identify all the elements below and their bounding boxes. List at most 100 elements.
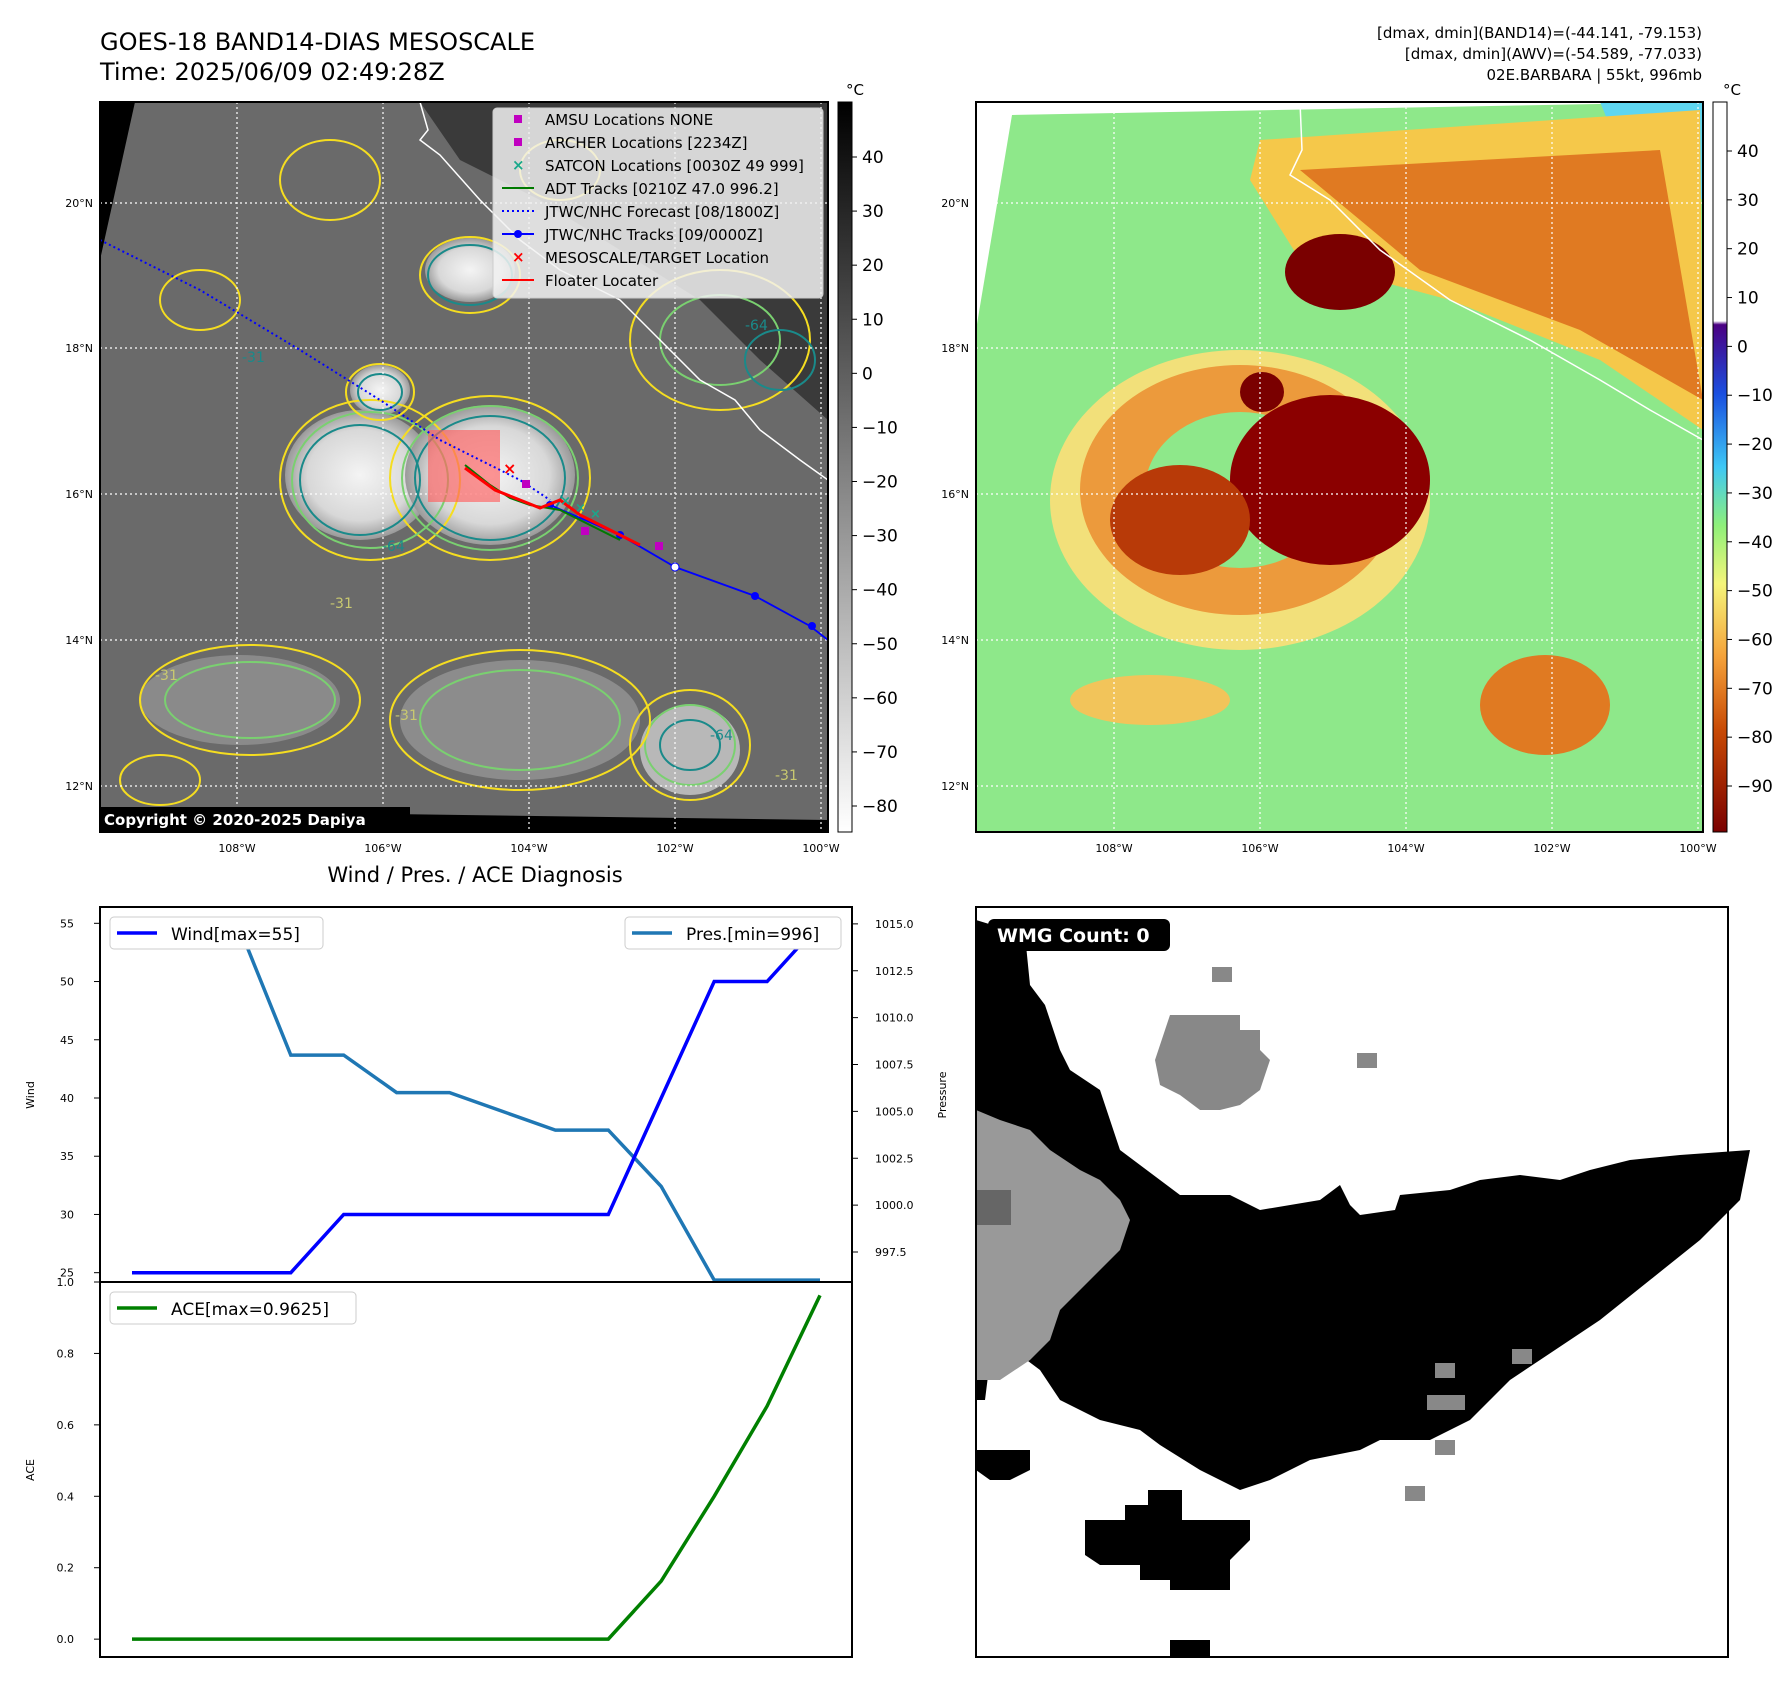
- track-point: [808, 622, 816, 630]
- map1-legend: AMSU Locations NONE ARCHER Locations [223…: [492, 107, 824, 299]
- legend-label: SATCON Locations [0030Z 49 999]: [545, 157, 804, 175]
- cbar1-gradient: [837, 101, 853, 833]
- contour-teal: [659, 719, 721, 771]
- wmg-dark-band: [976, 920, 1750, 1490]
- cbar-tick-label: 40: [862, 148, 884, 168]
- map1-lon-labels: 108°W 106°W 104°W 102°W 100°W: [218, 842, 839, 855]
- contour-label: -64: [710, 728, 733, 744]
- lat-label: 12°N: [941, 780, 969, 793]
- lat-label: 20°N: [941, 197, 969, 210]
- map2-se-patch: [1480, 655, 1610, 755]
- pressure-legend-box: [624, 916, 842, 950]
- contour-teal: [744, 329, 816, 391]
- contour-label: -31: [155, 668, 178, 684]
- axis-tick-label: 0.0: [57, 1633, 75, 1646]
- svg-text:×: ×: [575, 501, 586, 516]
- band14-colorbar: °C 40 30 20 10 0 −10 −20 −30 −40 −50 −60 −70 −80: [837, 81, 898, 833]
- axis-tick-label: 1000.0: [875, 1199, 914, 1212]
- ace-panel: 1.0 0.8 0.6 0.4 0.2 0.0 ACE ACE[max=0.9625]: [24, 1276, 853, 1658]
- archer-marker: [655, 542, 663, 550]
- axis-tick-label: 40: [60, 1092, 74, 1105]
- satcon-markers: × × ×: [560, 494, 601, 522]
- map2-sw-patch: [1070, 675, 1230, 725]
- legend-entry: JTWC/NHC Forecast [08/1800Z]: [502, 203, 779, 221]
- info-line-1: [dmax, dmin](BAND14)=(-44.141, -79.153): [1377, 24, 1702, 42]
- cbar-tick-label: 30: [1737, 191, 1759, 211]
- cbar-tick-label: −90: [1737, 777, 1773, 797]
- map1-lat-labels: 20°N 18°N 16°N 14°N 12°N: [65, 197, 93, 793]
- wmg-dark-cell: [1170, 1640, 1210, 1657]
- axis-tick-label: 35: [60, 1150, 74, 1163]
- wmg-count-bg: [988, 919, 1170, 951]
- contour-yellow: [159, 269, 241, 331]
- wmg-field: [976, 920, 1750, 1657]
- contour-teal: [414, 415, 566, 541]
- map1-cloud-se: [640, 705, 740, 795]
- contour-green: [164, 661, 336, 739]
- map2-frame: [975, 101, 1704, 833]
- axis-tick-label: 25: [60, 1267, 74, 1280]
- lon-label: 100°W: [802, 842, 839, 855]
- contour-label: -31: [242, 350, 265, 366]
- map2-lon-labels: 108°W 106°W 104°W 102°W 100°W: [1095, 842, 1716, 855]
- wmg-dark-south: [1085, 1490, 1250, 1590]
- lat-label: 16°N: [941, 488, 969, 501]
- awv-colorbar: °C 40 30 20 10 0 −10 −20 −30 −40 −50 −60 −70 −80 −90: [1712, 81, 1773, 833]
- wind-axis-label: Wind: [24, 1081, 37, 1109]
- lat-label: 16°N: [65, 488, 93, 501]
- pressure-legend: Pres.[min=996]: [624, 916, 842, 950]
- track-point: [751, 592, 759, 600]
- lon-label: 106°W: [364, 842, 401, 855]
- wmg-frame: [975, 906, 1729, 1658]
- pressure-legend-label: Pres.[min=996]: [686, 925, 819, 945]
- contour-yellow: [119, 754, 201, 806]
- lon-label: 108°W: [218, 842, 255, 855]
- band14-map: -31 -64 -64 -31 -31 -31 -31 -64: [65, 101, 840, 855]
- contour-yellow: [139, 644, 361, 756]
- wmg-panel: WMG Count: 0: [975, 906, 1750, 1658]
- pressure-axis-label: Pressure: [936, 1071, 949, 1118]
- contour-label: -31: [395, 708, 418, 724]
- axis-tick-label: 0.2: [57, 1562, 75, 1575]
- figure-title: GOES-18 BAND14-DIAS MESOSCALE: [100, 28, 535, 56]
- contour-yellow: [389, 395, 591, 561]
- contour-label: -31: [330, 596, 353, 612]
- cbar-tick-label: −80: [1737, 728, 1773, 748]
- axis-tick-label: 1015.0: [875, 918, 914, 931]
- legend-entry: Floater Locater: [502, 272, 659, 290]
- map2-coastline: [1289, 102, 1703, 441]
- ace-legend: ACE[max=0.9625]: [109, 1291, 357, 1325]
- wmg-count-label: WMG Count: 0: [997, 925, 1150, 947]
- lon-label: 104°W: [510, 842, 547, 855]
- cbar-tick-label: −10: [1737, 386, 1773, 406]
- axis-tick-label: 1007.5: [875, 1059, 914, 1072]
- cbar-tick-label: −30: [1737, 484, 1773, 504]
- cbar-tick-label: 0: [862, 364, 873, 384]
- legend-label: AMSU Locations NONE: [545, 111, 713, 129]
- contour-yellow: [629, 689, 751, 801]
- svg-text:×: ×: [560, 494, 571, 509]
- contour-teal: [357, 373, 403, 411]
- wmg-gray-cell: [1212, 967, 1232, 982]
- wind-series-line: [132, 922, 822, 1275]
- map2-gridlines: [976, 102, 1703, 832]
- info-line-2: [dmax, dmin](AWV)=(-54.589, -77.033): [1405, 45, 1702, 63]
- cbar-tick-label: 10: [1737, 289, 1759, 309]
- lon-label: 108°W: [1095, 842, 1132, 855]
- axis-tick-label: 50: [60, 976, 74, 989]
- cbar-tick-label: −40: [862, 581, 898, 601]
- figure-time: Time: 2025/06/09 02:49:28Z: [99, 58, 445, 86]
- diag-title: Wind / Pres. / ACE Diagnosis: [327, 863, 622, 887]
- cbar-tick-label: −50: [1737, 582, 1773, 602]
- lon-label: 102°W: [1533, 842, 1570, 855]
- ace-legend-label: ACE[max=0.9625]: [171, 1300, 329, 1320]
- map1-contours: [119, 139, 816, 806]
- wind-panel-frame: [99, 906, 853, 1283]
- wmg-gray-area: [976, 1110, 1130, 1380]
- cbar-tick-label: −60: [1737, 630, 1773, 650]
- contour-label: -31: [775, 768, 798, 784]
- legend-label: JTWC/NHC Tracks [09/0000Z]: [544, 226, 763, 244]
- info-line-3: 02E.BARBARA | 55kt, 996mb: [1487, 66, 1702, 84]
- map1-frame: [99, 101, 829, 833]
- contour-yellow: [345, 363, 415, 421]
